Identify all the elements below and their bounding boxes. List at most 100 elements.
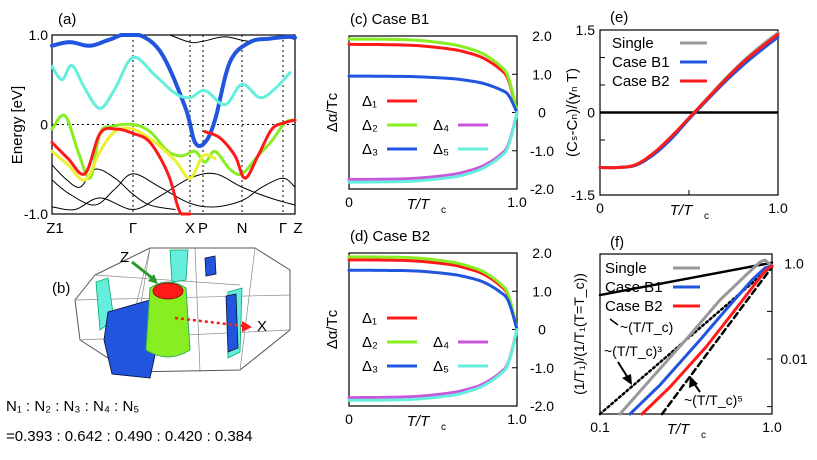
panel-f-xtick-label: 0.1 [590, 419, 610, 435]
panel-label-b: (b) [52, 280, 70, 297]
panel-e-xtick-label: 1.0 [768, 200, 788, 216]
ytick-label-d: -1.0 [530, 360, 554, 376]
legend-label-c: Δ₅ [433, 141, 449, 158]
panel-e-legend-label: Single [612, 35, 654, 52]
bz-outline [74, 247, 291, 373]
panel-e-ytick-label: 1.5 [576, 22, 596, 38]
band-yellow [50, 126, 217, 182]
xtick-label-c: 1.0 [507, 194, 527, 210]
panel-f-xlabel: T/T [667, 421, 691, 438]
panel-e-ytick-label: -1.5 [571, 187, 595, 203]
panel-e-ytick-label: 0 [587, 105, 595, 121]
xlabel-d: T/T [407, 413, 431, 430]
panel-a-xtick-label: Γ [129, 220, 137, 237]
annotation-cubic-arrow [617, 361, 629, 379]
bz-edge [239, 247, 256, 371]
legend-label-d: Δ₃ [362, 358, 378, 375]
annotation-linear: ~(T/T_c) [620, 319, 673, 335]
xlabel-sub-c: c [441, 205, 446, 216]
band-black-2 [51, 172, 296, 211]
guide-quintic [660, 265, 774, 416]
panel-e-legend-label: Case B2 [612, 73, 670, 90]
z-arrowhead [148, 274, 158, 284]
label-z: Z [120, 249, 129, 266]
legend-label-d: Δ₄ [433, 334, 449, 351]
legend-label-c: Δ₁ [362, 93, 377, 110]
panel-f-curve-1 [618, 258, 774, 416]
fermi-ratio-values: =0.393 : 0.642 : 0.490 : 0.420 : 0.384 [6, 428, 253, 445]
xlabel-sub-d: c [441, 422, 446, 433]
ytick-label-d: 0 [538, 322, 546, 338]
panel-a-ytick-label: 0 [40, 117, 48, 133]
panel-e-ylabel: (Cₛ-Cₙ)/(γₙ T) [564, 68, 581, 157]
annotation-cubic: ~(T/T_c)³ [604, 343, 662, 359]
legend-label-d: Δ₅ [433, 358, 449, 375]
panel-a-xtick-label: Z1 [46, 220, 64, 237]
band-red [50, 126, 192, 216]
xtick-label-c: 0 [345, 194, 353, 210]
x-arrowhead [242, 321, 252, 332]
panel-f-curve-3 [640, 264, 774, 416]
panel-e-curve-3 [598, 32, 780, 170]
panel-f-xtick-label: 1.0 [762, 419, 782, 435]
curve-c-2 [347, 37, 519, 114]
legend-label-d: Δ₁ [362, 310, 377, 327]
legend-label-d: Δ₂ [362, 334, 378, 351]
curve-d-2 [347, 255, 519, 331]
panel-e-curve-1 [598, 31, 780, 170]
annotation-cubic-arrowhead [622, 374, 632, 385]
fermi-ratio-header: N₁ : N₂ : N₃ : N₄ : N₅ [6, 398, 140, 415]
ytick-label-d: -2.0 [530, 398, 554, 414]
ytick-label-c: -2.0 [530, 181, 554, 197]
label-x: X [257, 318, 267, 335]
panel-f-frame [599, 253, 773, 415]
ytick-label-c: 1.0 [532, 66, 552, 82]
band-blue [50, 33, 297, 149]
panel-a-ylabel: Energy [eV] [9, 86, 26, 164]
panel-f-legend-label: Case B2 [605, 298, 663, 315]
panel-title-c: (c) Case B1 [350, 11, 429, 28]
panel-a-xtick-label: X [185, 220, 195, 237]
panel-label-a: (a) [58, 11, 76, 28]
panel-f-curve-2 [628, 264, 774, 416]
panel-f-ytick-label: 1.0 [784, 256, 804, 272]
fs-green-cylinder [145, 281, 191, 358]
panel-e-xlabel-sub: c [704, 211, 709, 222]
xlabel-c: T/T [407, 196, 431, 213]
panel-a-ytick-label: 1.0 [29, 27, 49, 43]
guide-linear [598, 261, 774, 297]
panel-label-e: (e) [610, 9, 628, 26]
legend-label-c: Δ₄ [433, 117, 449, 134]
ytick-label-d: 2.0 [532, 245, 552, 261]
curve-d-3 [347, 268, 519, 331]
xtick-label-d: 0 [345, 411, 353, 427]
band-cyan [50, 55, 292, 110]
curve-d-5 [347, 328, 519, 402]
annotation-quintic: ~(T/T_c)⁵ [684, 392, 743, 408]
ytick-label-d: 1.0 [532, 283, 552, 299]
ytick-label-c: 0 [538, 105, 546, 121]
ylabel-d: Δα/Tᴄ [324, 309, 341, 349]
ytick-label-c: 2.0 [532, 28, 552, 44]
panel-label-f: (f) [610, 234, 624, 251]
fs-cyan-top [169, 249, 189, 283]
panel-f-xlabel-sub: c [701, 430, 706, 441]
panel-a-xtick-label: P [198, 220, 208, 237]
ylabel-c: Δα/Tᴄ [324, 92, 341, 132]
panel-a-xtick-label: Z [293, 220, 302, 237]
legend-label-c: Δ₂ [362, 117, 378, 134]
bz-edge [194, 247, 201, 373]
annotation-linear-arrow [609, 318, 619, 326]
panel-f-ytick-label: 0.01 [780, 351, 807, 367]
ytick-label-c: -1.0 [530, 143, 554, 159]
panel-a-ytick-label: -1.0 [24, 206, 48, 222]
legend-label-c: Δ₃ [362, 141, 378, 158]
fs-red-pocket [152, 282, 184, 300]
panel-a-xtick-label: N [237, 220, 248, 237]
band-red-2 [203, 118, 297, 180]
band-black-3 [51, 164, 176, 211]
panel-a-xtick-label: Γ [279, 220, 287, 237]
fs-blue-top [204, 255, 217, 277]
panel-f-legend-label: Single [605, 260, 647, 277]
